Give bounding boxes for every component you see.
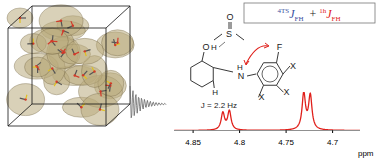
svg-text:ppm: ppm (358, 149, 374, 158)
svg-text:4TSJFH + 1hJFH: 4TSJFH + 1hJFH (277, 7, 340, 23)
svg-text:4.7: 4.7 (327, 138, 339, 147)
svg-text:4.75: 4.75 (278, 138, 294, 147)
svg-text:S: S (226, 29, 232, 39)
svg-text:J = 2.2 Hz: J = 2.2 Hz (201, 101, 237, 110)
svg-text:4.85: 4.85 (185, 138, 201, 147)
svg-text:O: O (202, 42, 209, 52)
svg-text:X: X (290, 61, 296, 71)
svg-text:O: O (226, 12, 233, 22)
svg-text:X: X (283, 87, 289, 97)
svg-text:4.8: 4.8 (234, 138, 246, 147)
svg-text:H: H (211, 43, 217, 52)
svg-text:H: H (237, 63, 243, 72)
svg-text:X: X (258, 92, 264, 102)
svg-text:N: N (238, 71, 245, 81)
svg-text:F: F (277, 42, 283, 52)
svg-text:H: H (212, 88, 218, 97)
